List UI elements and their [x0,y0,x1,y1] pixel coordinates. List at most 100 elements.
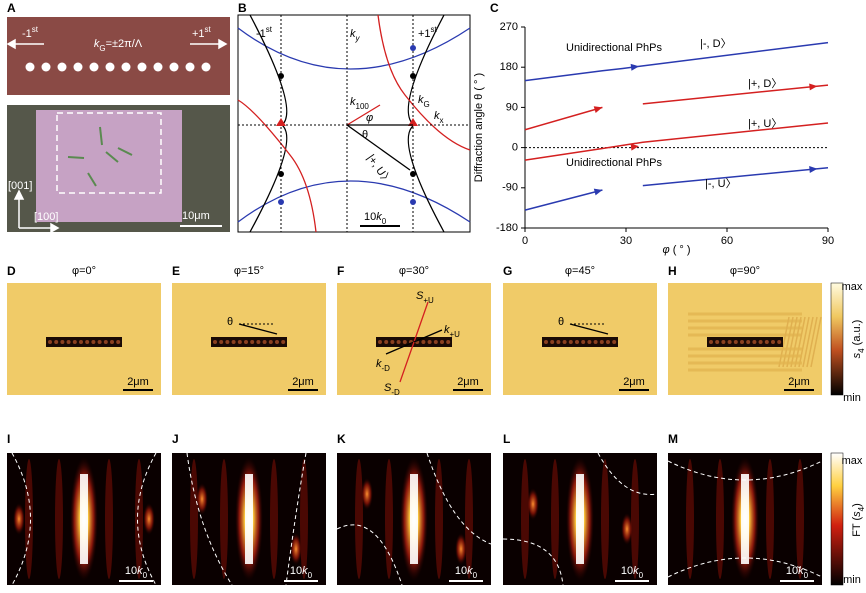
text-part: ( ° ) [670,244,691,256]
antenna [213,340,217,344]
axes-arrows [6,38,228,234]
ft-spot [143,503,155,535]
arrowhead [593,106,603,113]
panel-letter: H [668,264,677,278]
panel-letter: G [503,264,512,278]
text-part: st [205,25,212,34]
text-part: st [32,25,39,34]
ft-streak [521,459,529,579]
iso-curve [426,452,492,545]
text-part: k [444,324,450,336]
vectors [346,104,413,171]
ft-core [741,474,749,564]
ft-core [410,474,418,564]
text-part: 0 [143,571,148,580]
antenna [48,340,52,344]
antenna [556,340,561,344]
ft-spot [527,488,539,520]
fringe [782,316,794,368]
label: max [842,281,863,293]
iso-curve [502,538,564,586]
series-label: |+, D〉 [748,77,782,90]
text-part: +U [450,330,461,339]
y-tick-label: 90 [506,101,518,113]
label: +1st [192,25,212,40]
text-part: -D [391,388,400,397]
fringe [806,316,818,368]
axis-title: φ ( ° ) [662,244,690,256]
antenna [268,340,273,344]
grating-dot [89,62,99,72]
text-part: -1 [256,28,266,40]
panel-letter: K [337,432,346,446]
label: FT (s4) [851,503,866,537]
antenna-array [211,337,287,347]
arrowhead [809,83,818,91]
x-tick-label: 90 [822,235,834,247]
ft-spot [196,483,208,515]
y-tick-label: 0 [512,142,518,154]
text-part: 10 [290,565,302,577]
panel-letter: J [172,432,179,446]
arrow [238,323,278,335]
antenna [60,340,65,344]
antenna [396,340,401,344]
label: [100] [34,211,58,223]
text-part: S [416,290,424,302]
fringe [688,347,802,351]
arrowhead [593,188,603,196]
antenna [746,340,751,344]
antenna [733,340,738,344]
label: k-D [376,358,390,373]
ft-streak [601,459,609,579]
antenna [709,340,713,344]
antenna [764,340,769,344]
arrow [399,341,415,383]
x-tick-label: 0 [522,235,528,247]
text-part: ) [851,503,863,507]
panel-letter: L [503,432,510,446]
grating-dot [25,62,35,72]
text-part: 10 [125,565,137,577]
series-label: |-, U〉 [705,177,737,190]
text-part: st [266,25,273,34]
text-part: k [376,211,382,223]
text-part: k [350,96,356,108]
antenna [550,340,555,344]
ft-streak [220,459,228,579]
antenna [427,340,432,344]
text-part: 0 [804,571,809,580]
text-part: s [851,511,863,517]
fringe [802,316,814,368]
ft-core [576,474,584,564]
text-part: 4 [857,348,866,353]
label: min [843,574,861,586]
antenna [727,340,732,344]
antenna [599,340,604,344]
antenna [390,340,395,344]
antenna [231,340,236,344]
label: min [843,392,861,404]
grating-dot [73,62,83,72]
ft-core [80,474,88,564]
antenna [593,340,598,344]
arrowhead [630,63,639,71]
y-tick-label: -180 [496,222,518,234]
grating-dot [57,62,67,72]
ft-streak [385,459,393,579]
label: θ [558,316,564,328]
fringe [688,333,802,337]
ft-streak [300,459,308,579]
arrow [385,341,415,355]
text-part: 0 [639,571,644,580]
antenna [103,340,108,344]
arrow [569,323,609,335]
antenna [587,340,592,344]
antenna [281,340,286,344]
roi-box [56,112,162,194]
iso-curve [667,460,823,481]
label: [001] [8,180,32,192]
text-part: 0 [473,571,478,580]
panel-letter: E [172,264,180,278]
